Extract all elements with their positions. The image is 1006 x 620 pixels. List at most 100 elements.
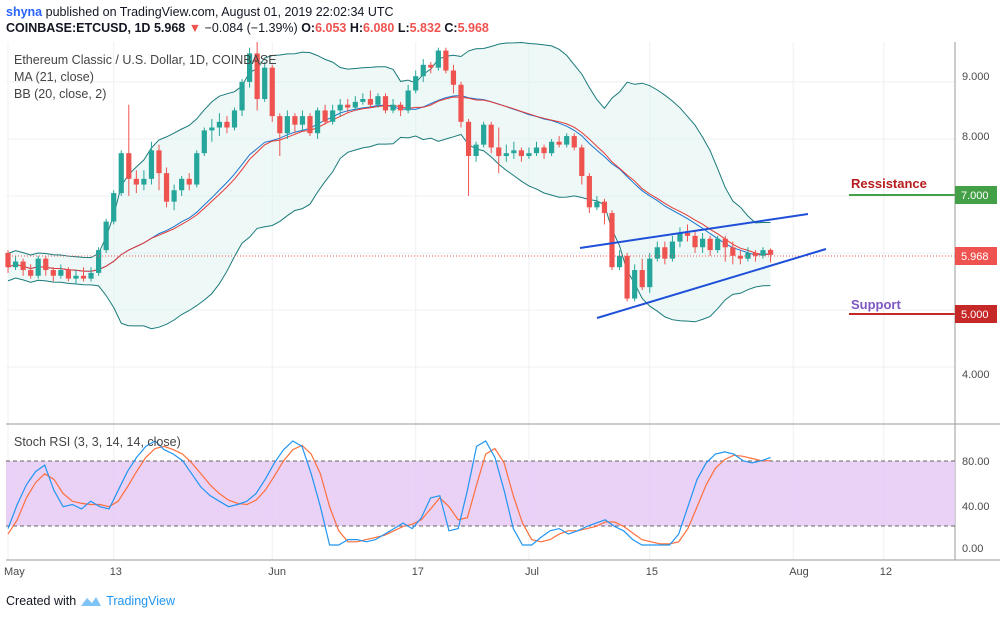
candle-body	[247, 53, 253, 82]
candle-body	[586, 175, 592, 208]
resistance-tag	[955, 186, 997, 204]
candle-body	[35, 258, 41, 276]
rsi-tick-40: 40.00	[962, 501, 990, 513]
candle-body	[111, 193, 117, 222]
candle-body	[337, 104, 343, 111]
low-value: 5.832	[409, 21, 441, 35]
candle-body	[435, 50, 441, 68]
candle-body	[647, 258, 653, 288]
low-label: L:	[397, 21, 410, 35]
support-label: Support	[851, 297, 901, 312]
stoch-rsi-k-line	[7, 440, 771, 546]
candle-body	[541, 147, 547, 154]
candle-body	[80, 275, 87, 279]
candle-body	[473, 144, 479, 157]
legend-ma: MA (21, close)	[14, 70, 94, 84]
close-label: C:	[444, 21, 458, 35]
legend-rsi: Stoch RSI (3, 3, 14, 14, close)	[14, 435, 181, 449]
chart-header: shyna published on TradingView.com, Augu…	[6, 4, 489, 36]
candle-body	[322, 110, 328, 122]
candle-body	[752, 252, 759, 256]
candle-body	[20, 261, 26, 271]
candle-body	[163, 173, 170, 202]
tradingview-brand[interactable]: TradingView	[106, 594, 175, 608]
candle-body	[292, 116, 298, 125]
x-tick-label: Jul	[525, 566, 539, 578]
candle-body	[277, 116, 283, 134]
candle-body	[450, 70, 457, 85]
stoch-rsi-d-line	[7, 444, 771, 545]
close-value: 5.968	[457, 21, 489, 35]
candle-body	[579, 147, 585, 176]
candle-body	[216, 121, 222, 128]
candle-body	[148, 150, 155, 179]
rsi-tick-80: 80.00	[962, 456, 990, 468]
created-with-label: Created with	[6, 594, 77, 608]
author-name[interactable]: shyna	[6, 5, 43, 19]
candle-body	[413, 76, 419, 91]
candle-body	[684, 233, 691, 236]
candle-body	[194, 153, 200, 185]
candle-body	[496, 147, 502, 157]
bollinger-band-fill	[8, 42, 771, 329]
legend-bb: BB (20, close, 2)	[14, 87, 106, 101]
x-tick-label: May	[4, 566, 25, 578]
candle-body	[382, 96, 389, 111]
high-value: 6.080	[363, 21, 395, 35]
candle-body	[118, 153, 124, 194]
x-tick-label: 15	[646, 566, 658, 578]
candle-body	[481, 124, 487, 145]
candle-body	[224, 121, 230, 128]
candle-body	[239, 81, 245, 111]
candle-body	[126, 153, 132, 179]
symbol-label: COINBASE:ETCUSD, 1D	[6, 21, 151, 35]
candle-body	[43, 258, 49, 271]
candle-body	[503, 153, 509, 157]
last-price-tag	[955, 247, 997, 265]
y-tick-4: 4.000	[962, 369, 990, 381]
time-axis-ticks: May 13 Jun 17 Jul 15 Aug 12	[4, 566, 892, 578]
candle-body	[526, 153, 532, 157]
candle-body	[662, 247, 668, 259]
candle-body	[345, 104, 351, 108]
candle-body	[730, 247, 736, 256]
candle-body	[367, 99, 373, 105]
candle-body	[352, 101, 358, 108]
last-price-value: 5.968	[961, 251, 989, 263]
open-value: 6.053	[315, 21, 347, 35]
candle-body	[737, 255, 743, 259]
y-tick-9: 9.000	[962, 71, 990, 83]
price-axis[interactable]: 9.000 8.000 6.000 4.000 7.000 5.968 5.00…	[954, 42, 997, 560]
candle-body	[420, 64, 426, 77]
candle-body	[767, 249, 774, 255]
candle-body	[5, 252, 11, 268]
lower-trendline[interactable]	[596, 248, 827, 319]
candle-body	[594, 201, 600, 208]
candle-body	[269, 67, 275, 117]
candle-body	[669, 241, 675, 259]
candles	[5, 42, 774, 302]
x-tick-label: Aug	[789, 566, 809, 578]
candle-body	[156, 150, 162, 174]
upper-trendline[interactable]	[579, 213, 809, 249]
candle-body	[601, 201, 608, 214]
candle-body	[171, 190, 177, 202]
candle-body	[307, 116, 313, 134]
candle-body	[360, 99, 366, 102]
candle-body	[639, 270, 645, 288]
x-tick-label: 12	[880, 566, 892, 578]
down-arrow-icon: ▼	[188, 21, 202, 35]
candle-body	[700, 238, 706, 248]
candle-body	[556, 141, 562, 145]
candle-body	[564, 136, 570, 145]
candle-body	[677, 233, 683, 242]
candle-body	[715, 238, 721, 251]
candle-body	[96, 250, 102, 273]
open-label: O:	[301, 21, 316, 35]
candle-body	[624, 255, 630, 299]
candle-body	[398, 104, 404, 111]
resistance-value: 7.000	[961, 190, 989, 202]
candle-body	[254, 53, 260, 100]
candle-body	[141, 178, 147, 185]
